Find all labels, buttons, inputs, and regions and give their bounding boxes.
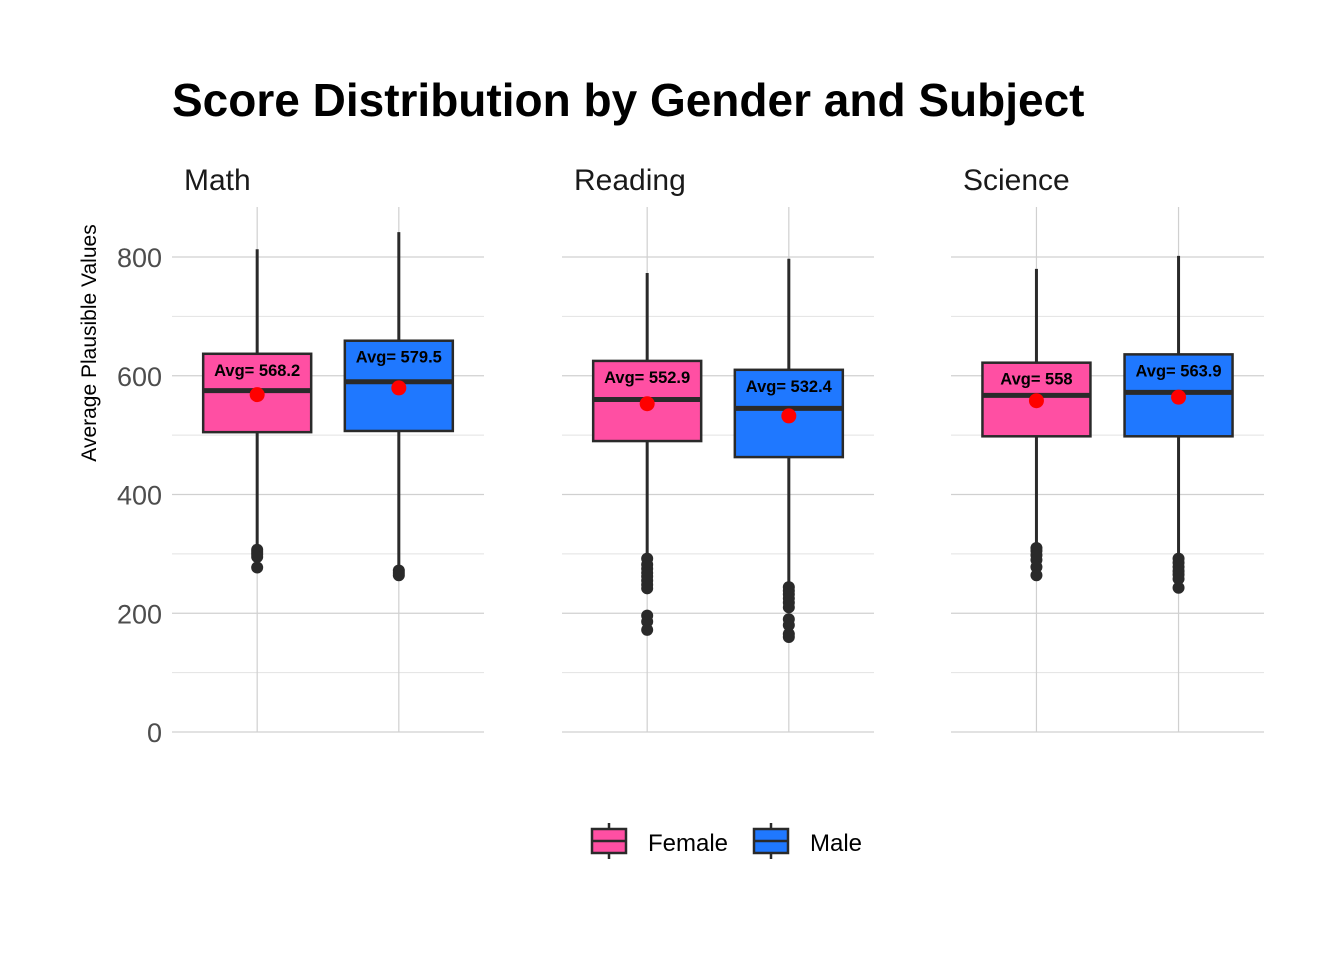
outlier-point [641, 623, 654, 636]
outlier-point [641, 582, 654, 595]
outlier-point [641, 615, 654, 628]
legend-label: Female [648, 830, 728, 857]
y-axis-ticks: 0 200 400 600 800 [117, 243, 162, 748]
outlier-point [782, 631, 795, 643]
avg-label: Avg= 563.9 [1136, 362, 1222, 380]
mean-point [1028, 393, 1044, 409]
legend-item-male: Male [752, 823, 862, 859]
facet-panel-math: Math Avg= 568.2 Avg= 579.5 [172, 164, 484, 733]
outlier-point [1030, 569, 1043, 582]
facet-panels: Math Avg= 568.2 Avg= 579.5 Reading Avg= 552.… [172, 164, 1264, 733]
y-axis-label: Average Plausible Values [78, 224, 101, 461]
y-tick-label: 800 [117, 243, 162, 273]
outlier-point [782, 619, 795, 632]
y-tick-label: 400 [117, 481, 162, 511]
outlier-point [1030, 560, 1043, 573]
outlier-point [1172, 572, 1185, 585]
avg-label: Avg= 568.2 [214, 362, 300, 380]
mean-point [249, 387, 265, 403]
avg-label: Avg= 579.5 [356, 349, 442, 367]
legend-label: Male [810, 830, 862, 857]
facet-strip-label: Reading [574, 164, 686, 197]
legend: Female Male [590, 823, 862, 859]
outlier-point [392, 569, 405, 582]
facet-strip-label: Science [963, 164, 1070, 197]
legend-item-female: Female [590, 823, 728, 859]
mean-point [391, 380, 407, 396]
outlier-point [251, 561, 264, 574]
box-science-male: Avg= 563.9 [1123, 255, 1234, 594]
y-tick-label: 0 [147, 718, 162, 748]
avg-label: Avg= 558 [1000, 371, 1072, 389]
mean-point [639, 396, 655, 412]
outlier-point [1172, 581, 1185, 594]
y-tick-label: 600 [117, 362, 162, 392]
facet-panel-science: Science Avg= 558 Avg= 563.9 [951, 164, 1264, 733]
box-math-male: Avg= 579.5 [343, 232, 455, 582]
facet-panel-reading: Reading Avg= 552.9 Avg= 532.4 [562, 164, 874, 733]
avg-label: Avg= 532.4 [746, 378, 833, 396]
box-reading-male: Avg= 532.4 [733, 258, 845, 643]
chart-title: Score Distribution by Gender and Subject [172, 74, 1084, 126]
box-math-female: Avg= 568.2 [201, 249, 313, 574]
outlier-point [782, 601, 795, 614]
facet-strip-label: Math [184, 164, 251, 197]
mean-point [781, 408, 797, 424]
avg-label: Avg= 552.9 [604, 369, 690, 387]
y-tick-label: 200 [117, 599, 162, 629]
outlier-point [251, 550, 264, 563]
box-reading-female: Avg= 552.9 [591, 273, 703, 636]
mean-point [1171, 389, 1187, 405]
box-science-female: Avg= 558 [981, 268, 1092, 582]
